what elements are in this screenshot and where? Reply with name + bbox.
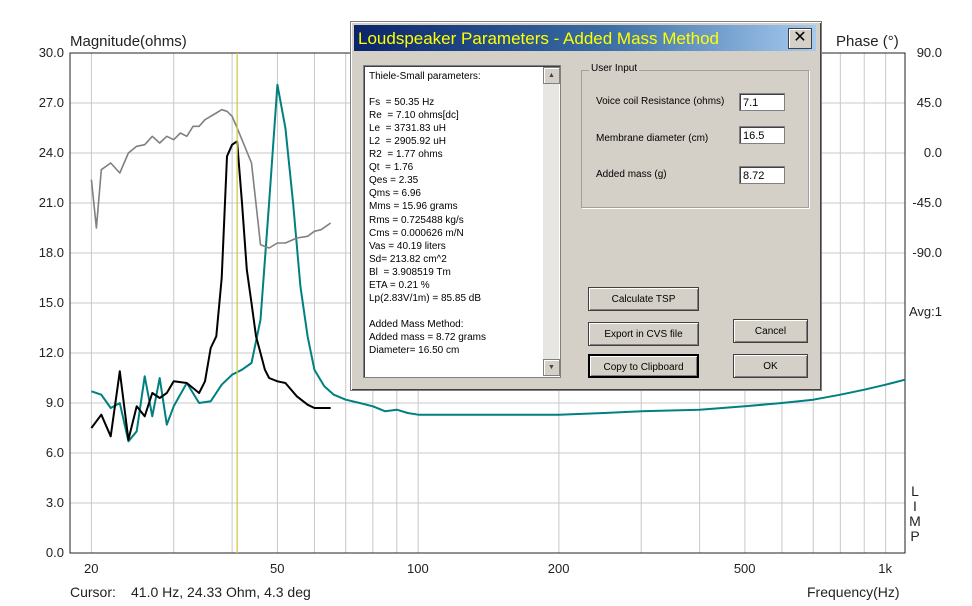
- added-mass-label: Added mass (g): [596, 169, 667, 180]
- mode-letter: M: [909, 513, 921, 529]
- x-axis-title: Frequency(Hz): [807, 584, 900, 600]
- params-scrollbar[interactable]: ▲ ▼: [543, 67, 560, 376]
- dialog-title: Loudspeaker Parameters - Added Mass Meth…: [358, 29, 719, 48]
- cursor-readout: 41.0 Hz, 24.33 Ohm, 4.3 deg: [131, 584, 311, 600]
- left-tick-label: 24.0: [38, 145, 64, 160]
- left-tick-label: 3.0: [45, 495, 64, 510]
- left-axis-title: Magnitude(ohms): [70, 33, 187, 50]
- x-tick-label: 100: [407, 561, 429, 576]
- user-input-legend: User Input: [589, 63, 640, 74]
- left-tick-label: 12.0: [38, 345, 64, 360]
- x-tick-label: 50: [270, 561, 285, 576]
- right-axis-title: Phase (°): [836, 33, 899, 50]
- voice-coil-resistance-input[interactable]: 7.1: [739, 93, 785, 111]
- left-tick-label: 15.0: [38, 295, 64, 310]
- mode-letter: I: [913, 498, 917, 514]
- added-mass-magnitude-line: [90, 140, 331, 441]
- avg-label: Avg:1: [909, 304, 943, 319]
- added-mass-input[interactable]: 8.72: [739, 166, 785, 184]
- voice-coil-resistance-label: Voice coil Resistance (ohms): [596, 96, 725, 107]
- user-input-group: User Input Voice coil Resistance (ohms) …: [581, 63, 809, 208]
- phase-line: [90, 108, 332, 249]
- cancel-button[interactable]: Cancel: [733, 319, 808, 343]
- scroll-down-icon[interactable]: ▼: [543, 359, 560, 376]
- left-tick-label: 27.0: [38, 95, 64, 110]
- scroll-up-icon[interactable]: ▲: [543, 67, 560, 84]
- x-tick-label: 20: [83, 561, 99, 576]
- right-tick-label: -45.0: [912, 195, 942, 210]
- right-tick-label: -90.0: [912, 245, 942, 260]
- left-tick-label: 30.0: [38, 45, 64, 60]
- cursor-label: Cursor:: [70, 584, 116, 600]
- x-tick-label: 200: [547, 561, 570, 576]
- export-cvs-button[interactable]: Export in CVS file: [588, 322, 699, 346]
- left-tick-label: 6.0: [45, 445, 64, 460]
- copy-to-clipboard-button[interactable]: Copy to Clipboard: [588, 354, 699, 378]
- close-button[interactable]: ✕: [788, 28, 812, 49]
- left-tick-label: 21.0: [38, 195, 64, 210]
- dialog-titlebar[interactable]: Loudspeaker Parameters - Added Mass Meth…: [354, 25, 816, 51]
- calculate-tsp-button[interactable]: Calculate TSP: [588, 287, 699, 311]
- ok-button[interactable]: OK: [733, 354, 808, 378]
- impedance-magnitude-line: [91, 83, 906, 443]
- x-tick-label: 500: [733, 561, 756, 576]
- right-tick-label: 0.0: [923, 145, 942, 160]
- right-tick-label: 90.0: [916, 45, 942, 60]
- mode-letter: P: [910, 528, 920, 544]
- mode-letter: L: [911, 483, 919, 499]
- left-tick-label: 9.0: [45, 395, 64, 410]
- x-tick-label: 1k: [878, 561, 892, 576]
- right-tick-label: 45.0: [916, 95, 942, 110]
- ts-parameters-text: Thiele-Small parameters: Fs = 50.35 Hz R…: [369, 71, 487, 356]
- ts-parameters-textbox[interactable]: Thiele-Small parameters: Fs = 50.35 Hz R…: [363, 65, 561, 378]
- membrane-diameter-label: Membrane diameter (cm): [596, 133, 709, 144]
- left-tick-label: 18.0: [38, 245, 64, 260]
- series-layer: [90, 83, 906, 443]
- loudspeaker-parameters-dialog: Loudspeaker Parameters - Added Mass Meth…: [350, 21, 822, 391]
- left-tick-label: 0.0: [45, 545, 64, 560]
- membrane-diameter-input[interactable]: 16.5: [739, 126, 785, 144]
